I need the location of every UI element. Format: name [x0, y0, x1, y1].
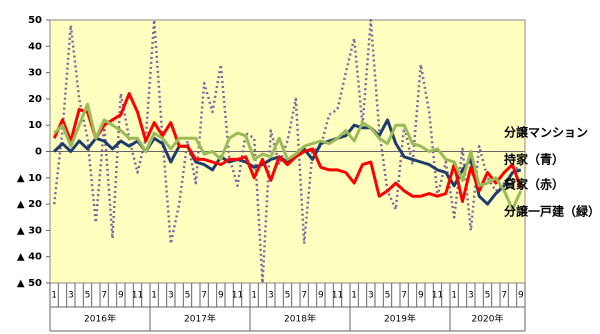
- x-tick-label: 3: [368, 291, 374, 301]
- y-tick-label: 20: [28, 94, 42, 105]
- legend-label: 持家（青）: [504, 152, 564, 167]
- x-tick-label: 7: [301, 291, 307, 301]
- x-tick-label: 5: [285, 291, 291, 301]
- x-tick-label: 11: [232, 291, 243, 301]
- series-line: [53, 118, 522, 206]
- x-tick-label: 5: [85, 291, 91, 301]
- y-tick-label: ▲ 30: [17, 225, 42, 236]
- x-tick-label: 7: [401, 291, 407, 301]
- y-tick-label: ▲ 50: [17, 278, 42, 289]
- legend-label: 貸家（赤）: [504, 177, 564, 192]
- x-tick-label: 1: [151, 291, 157, 301]
- x-tick-label: 5: [185, 291, 191, 301]
- x-tick-label: 1: [351, 291, 357, 301]
- y-tick-label: ▲ 40: [17, 252, 42, 263]
- y-tick-label: 0: [35, 147, 42, 158]
- year-label: 2019年: [384, 313, 416, 325]
- y-tick-label: ▲ 20: [17, 199, 42, 210]
- legend-label: 分譲マンション: [504, 125, 588, 140]
- x-tick-label: 11: [432, 291, 443, 301]
- y-tick-label: ▲ 10: [17, 173, 42, 184]
- y-tick-label: 30: [28, 68, 42, 79]
- x-tick-label: 9: [418, 291, 424, 301]
- y-tick-label: 40: [28, 41, 42, 52]
- x-tick-label: 7: [201, 291, 207, 301]
- legend-label: 分譲一戸建（緑）: [504, 204, 600, 219]
- x-tick-label: 1: [251, 291, 257, 301]
- x-tick-label: 11: [332, 291, 343, 301]
- series-line: [53, 102, 523, 211]
- y-tick-label: 10: [28, 120, 42, 131]
- series-line: [52, 92, 523, 203]
- y-tick-label: 50: [28, 15, 42, 26]
- x-tick-label: 3: [68, 291, 74, 301]
- x-tick-label: 1: [51, 291, 57, 301]
- x-tick-label: 5: [485, 291, 491, 301]
- x-tick-label: 11: [132, 291, 143, 301]
- x-tick-label: 9: [118, 291, 124, 301]
- x-tick-label: 9: [518, 291, 524, 301]
- year-label: 2016年: [84, 313, 116, 325]
- x-tick-label: 9: [318, 291, 324, 301]
- x-tick-label: 3: [468, 291, 474, 301]
- series-line: [52, 18, 522, 285]
- x-tick-label: 3: [168, 291, 174, 301]
- year-label: 2020年: [472, 313, 504, 325]
- x-tick-label: 3: [268, 291, 274, 301]
- year-label: 2017年: [184, 313, 216, 325]
- year-label: 2018年: [284, 313, 316, 325]
- x-tick-label: 9: [218, 291, 224, 301]
- x-tick-label: 7: [501, 291, 507, 301]
- x-tick-label: 7: [101, 291, 107, 301]
- x-tick-label: 5: [385, 291, 391, 301]
- x-tick-label: 1: [451, 291, 457, 301]
